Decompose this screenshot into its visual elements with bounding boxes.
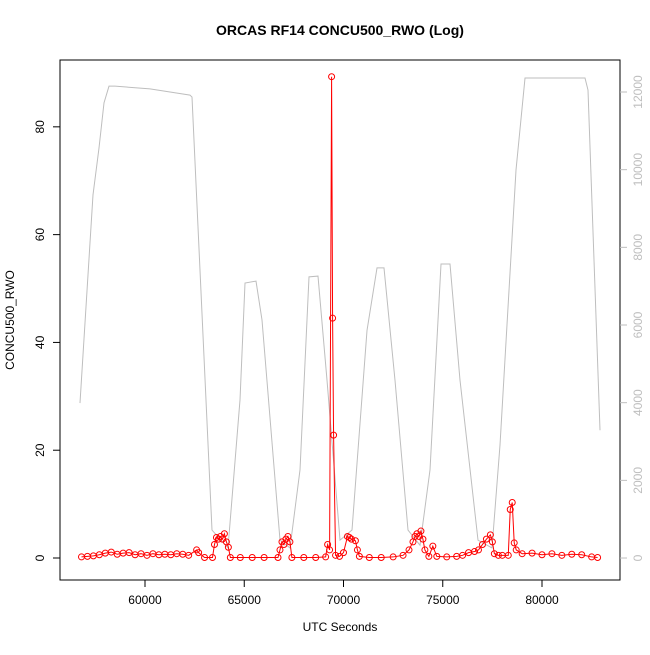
data-point [377,553,385,561]
data-point [195,549,203,557]
data-point [276,546,284,554]
data-point [340,549,348,557]
y-tick-label: 40 [33,335,47,349]
data-point [443,553,451,561]
x-tick-label: 75000 [426,593,460,607]
x-axis-label: UTC Seconds [303,620,378,634]
x-tick-label: 80000 [525,593,559,607]
data-point [558,551,566,559]
data-point [224,543,232,551]
data-point [512,546,520,554]
chart-title: ORCAS RF14 CONCU500_RWO (Log) [216,22,464,38]
data-point [538,551,546,559]
data-point [486,531,494,539]
data-point [471,548,479,556]
y2-tick-label: 8000 [631,234,645,261]
data-point [405,546,413,554]
data-point [226,553,234,561]
data-point [125,549,133,557]
data-point [274,553,282,561]
data-point [399,551,407,559]
data-point [355,552,363,560]
series-line [81,76,598,558]
data-point [548,550,556,558]
data-point [347,535,355,543]
data-point [220,530,228,538]
data-point [107,548,115,556]
data-point [312,553,320,561]
data-point [286,538,294,546]
y-tick-label: 60 [33,228,47,242]
data-point [518,550,526,558]
x-tick-label: 70000 [327,593,361,607]
data-point [482,535,490,543]
y-axis-label: CONCU500_RWO [3,270,17,370]
data-point [578,551,586,559]
data-point [236,553,244,561]
data-point [459,551,467,559]
data-point [474,546,482,554]
x-tick-label: 60000 [128,593,162,607]
data-point [328,73,336,81]
data-point [353,546,361,554]
data-point [506,506,514,514]
y2-tick-label: 6000 [631,311,645,338]
y2-tick-label: 12000 [631,75,645,109]
data-point [201,553,209,561]
data-point [504,551,512,559]
y-tick-label: 0 [33,554,47,561]
data-point [288,553,296,561]
data-point [210,541,218,549]
data-point [421,546,429,554]
data-point [568,550,576,558]
data-point [488,538,496,546]
y-tick-label: 20 [33,443,47,457]
data-point [185,551,193,559]
data-point [478,541,486,549]
y2-tick-label: 10000 [631,153,645,187]
x-tick-label: 65000 [228,593,262,607]
data-point [260,553,268,561]
data-point [417,527,425,535]
data-point [336,552,344,560]
data-point [330,431,338,439]
data-point [425,552,433,560]
data-point [490,550,498,558]
y2-tick-label: 0 [631,554,645,561]
y-tick-label: 80 [33,120,47,134]
data-point [433,552,441,560]
data-point [429,542,437,550]
data-point [389,553,397,561]
plot-frame [59,59,621,581]
data-point [494,551,502,559]
data-point [300,553,308,561]
data-point [322,553,330,561]
data-point [365,553,373,561]
data-point [248,553,256,561]
data-point [345,534,353,542]
y2-tick-label: 2000 [631,467,645,494]
data-point [332,551,340,559]
data-point [508,498,516,506]
data-point [326,546,334,554]
data-point [510,539,518,547]
y2-tick-label: 4000 [631,389,645,416]
data-point [351,537,359,545]
data-point [329,314,337,322]
data-point [528,549,536,557]
data-point [208,553,216,561]
data-point [594,553,602,561]
data-point [419,535,427,543]
